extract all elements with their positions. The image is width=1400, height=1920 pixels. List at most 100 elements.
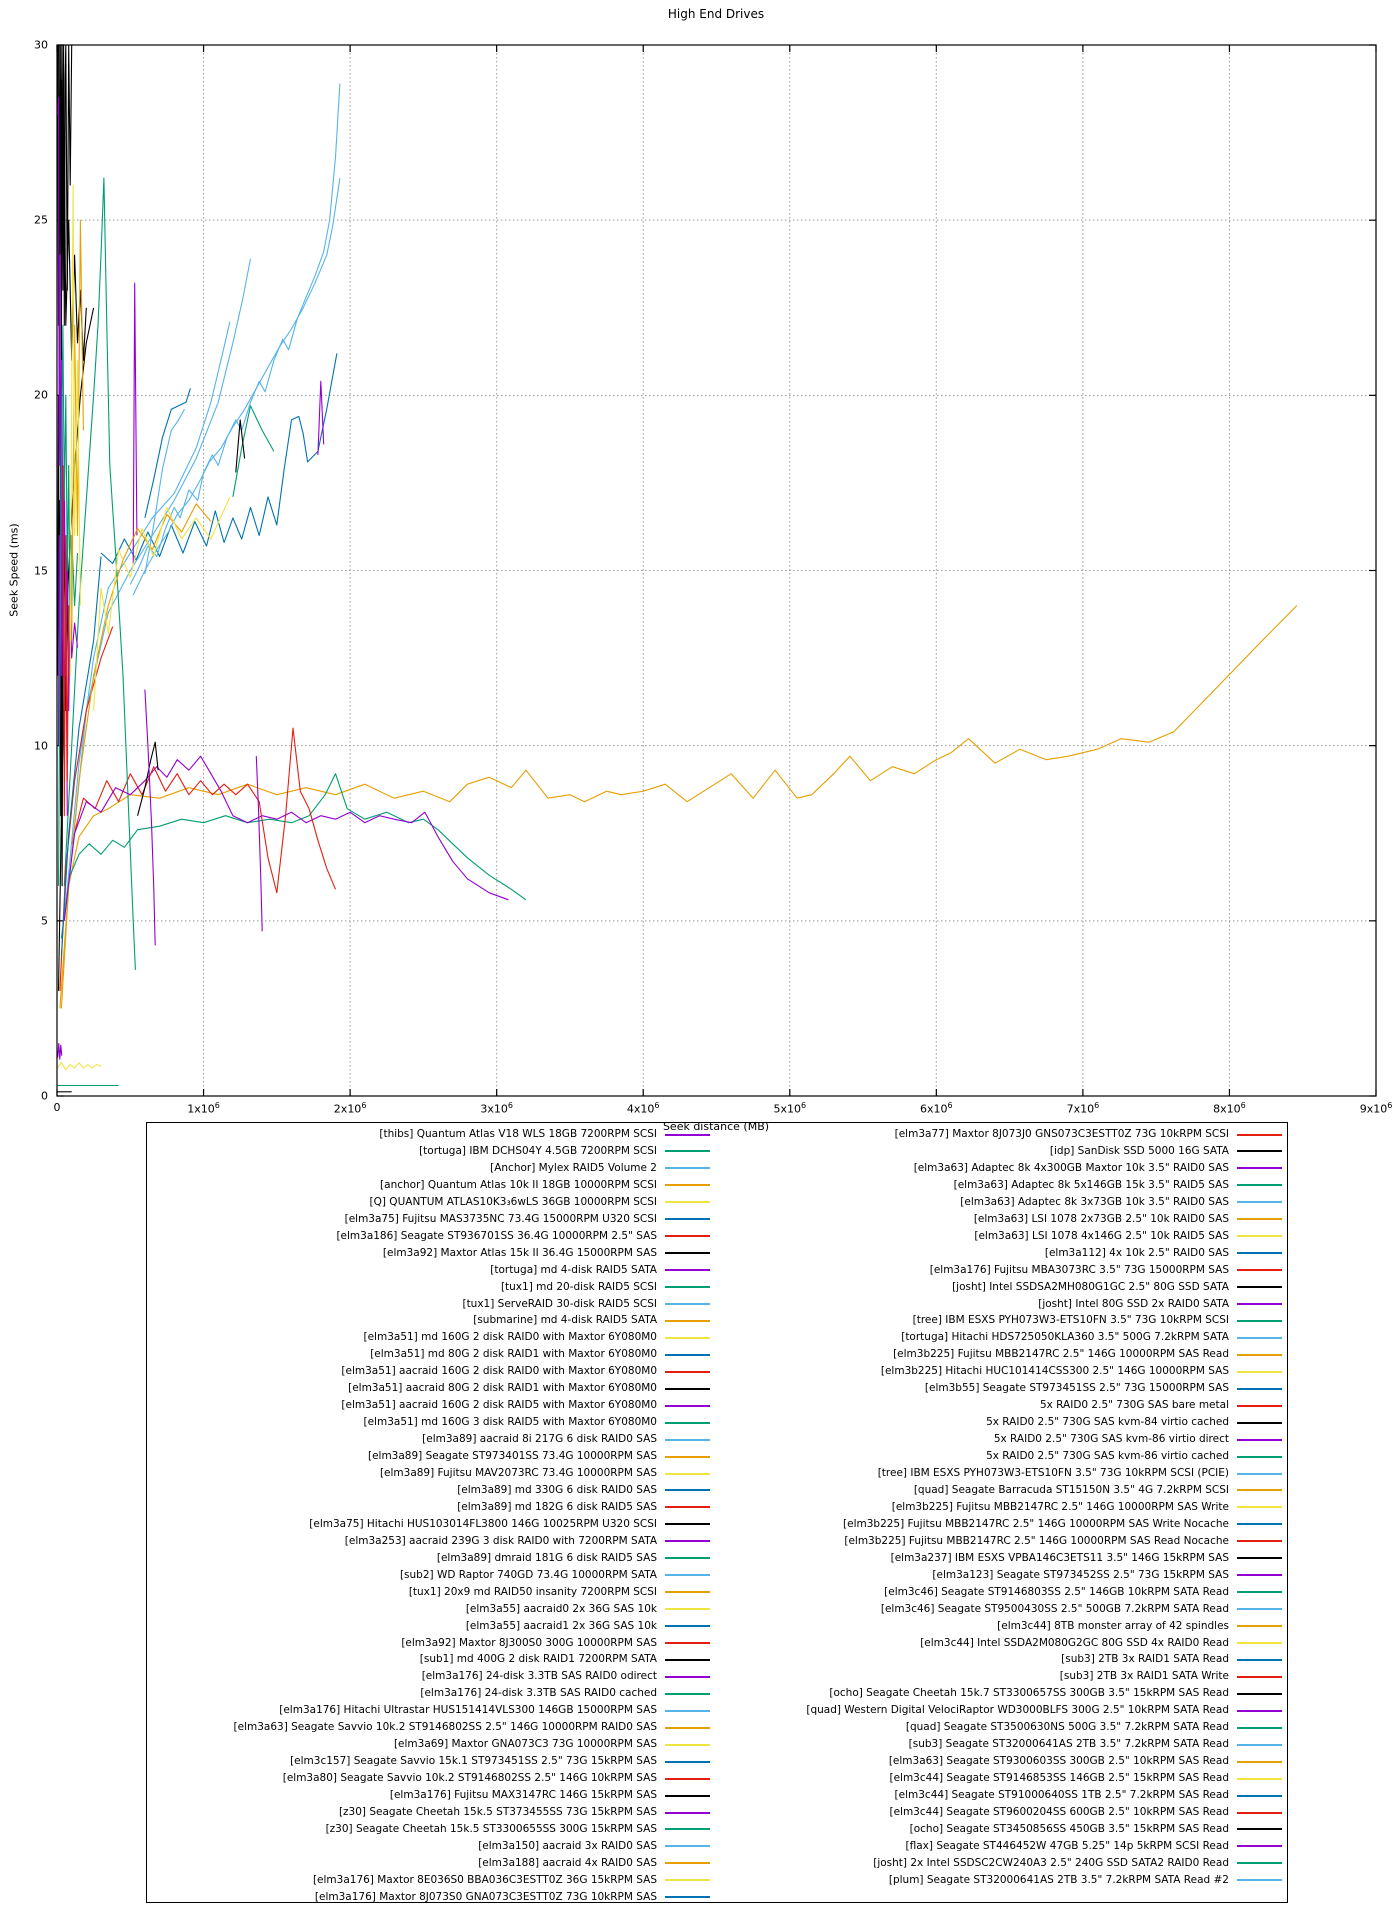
legend-label: [elm3a63] Adaptec 8k 5x146GB 15k 3.5" RA… xyxy=(953,1178,1229,1191)
legend-label: [tux1] 20x9 md RAID50 insanity 7200RPM S… xyxy=(408,1585,657,1598)
legend-line-sample xyxy=(665,1336,710,1339)
legend-entry: [elm3b225] Fujitsu MBB2147RC 2.5" 146G 1… xyxy=(710,1516,1282,1533)
legend-line-sample xyxy=(665,1370,710,1373)
legend-line-sample xyxy=(1237,1201,1282,1204)
series-yellow-spike xyxy=(69,184,81,676)
legend-entry: [elm3a89] Seagate ST973401SS 73.4G 10000… xyxy=(147,1448,710,1465)
legend: [thibs] Quantum Atlas V18 WLS 18GB 7200R… xyxy=(146,1122,1288,1903)
legend-label: [sub3] Seagate ST32000641AS 2TB 3.5" 7.2… xyxy=(908,1738,1229,1751)
legend-line-sample xyxy=(665,1353,710,1356)
series-green-mid-arc xyxy=(232,405,275,497)
legend-label: [elm3a51] md 160G 3 disk RAID5 with Maxt… xyxy=(363,1416,658,1429)
legend-line-sample xyxy=(1237,1726,1282,1729)
legend-entry: [anchor] Quantum Atlas 10k II 18GB 10000… xyxy=(147,1177,710,1194)
legend-line-sample xyxy=(665,1201,710,1204)
legend-label: [elm3a77] Maxtor 8J073J0 GNS073C3ESTT0Z … xyxy=(894,1128,1229,1140)
legend-row: [elm3a188] aacraid 4x RAID0 SAS [josht] 2… xyxy=(147,1855,1287,1872)
legend-entry: [elm3a176] Fujitsu MAX3147RC 146G 15kRPM… xyxy=(147,1787,710,1804)
legend-entry: [elm3a89] md 330G 6 disk RAID0 SAS xyxy=(147,1482,710,1499)
legend-row: [tux1] ServeRAID 30-disk RAID5 SCSI [josh… xyxy=(147,1296,1287,1313)
legend-row: [elm3a51] aacraid 160G 2 disk RAID5 with… xyxy=(147,1397,1287,1414)
legend-line-sample xyxy=(1237,1777,1282,1780)
gridlines xyxy=(57,45,1376,1096)
series-skyblue-riser-b xyxy=(132,178,341,596)
legend-entry: [elm3a63] Adaptec 8k 4x300GB Maxtor 10k … xyxy=(710,1160,1282,1177)
legend-line-sample xyxy=(1237,1252,1282,1255)
legend-label: [quad] Seagate ST3500630NS 500G 3.5" 7.2… xyxy=(905,1721,1229,1734)
legend-entry: [quad] Seagate Barracuda ST15150N 3.5" 4… xyxy=(710,1482,1282,1499)
legend-line-sample xyxy=(665,1777,710,1780)
legend-entry: [z30] Seagate Cheetah 15k.5 ST373455SS 7… xyxy=(147,1804,710,1821)
x-tick-label: 2x106 xyxy=(333,1101,367,1116)
legend-row: [elm3a63] Seagate Savvio 10k.2 ST9146802… xyxy=(147,1719,1287,1736)
series-purple-mid-rise xyxy=(63,780,146,921)
legend-entry: [elm3a89] md 182G 6 disk RAID5 SAS xyxy=(147,1499,710,1516)
legend-entry: [sub3] 2TB 3x RAID1 SATA Read xyxy=(710,1651,1282,1668)
legend-label: 5x RAID0 2.5" 730G SAS kvm-86 virtio dir… xyxy=(993,1433,1229,1446)
legend-entry: [idp] SanDisk SSD 5000 16G SATA xyxy=(710,1143,1282,1160)
legend-row: [elm3a80] Seagate Savvio 10k.2 ST9146802… xyxy=(147,1770,1287,1787)
legend-entry: [elm3a112] 4x 10k 2.5" RAID0 SAS xyxy=(710,1245,1282,1262)
legend-row: [elm3a89] dmraid 181G 6 disk RAID5 SAS [e… xyxy=(147,1550,1287,1567)
legend-line-sample xyxy=(1237,1455,1282,1458)
series-blue-rise xyxy=(60,556,102,956)
legend-entry: [elm3a176] Maxtor 8E036S0 BBA036C3ESTT0Z… xyxy=(147,1872,710,1889)
legend-line-sample xyxy=(665,1455,710,1458)
legend-row: [elm3a75] Fujitsu MAS3735NC 73.4G 15000R… xyxy=(147,1211,1287,1228)
legend-entry: [elm3a63] Adaptec 8k 5x146GB 15k 3.5" RA… xyxy=(710,1177,1282,1194)
legend-row: [z30] Seagate Cheetah 15k.5 ST3300655SS … xyxy=(147,1821,1287,1838)
series-red-main xyxy=(71,727,337,894)
legend-entry: [elm3a253] aacraid 239G 3 disk RAID0 wit… xyxy=(147,1533,710,1550)
legend-line-sample xyxy=(1237,1625,1282,1628)
y-tick-label: 0 xyxy=(41,1089,48,1103)
legend-line-sample xyxy=(1237,1421,1282,1424)
legend-entry: [tux1] ServeRAID 30-disk RAID5 SCSI xyxy=(147,1296,710,1313)
legend-label: [elm3a92] Maxtor Atlas 15k II 36.4G 1500… xyxy=(382,1246,657,1259)
legend-entry: [elm3a176] 24-disk 3.3TB SAS RAID0 cache… xyxy=(147,1685,710,1702)
legend-line-sample xyxy=(1237,1642,1282,1644)
legend-label: [ocho] Seagate Cheetah 15k.7 ST3300657SS… xyxy=(829,1687,1229,1700)
legend-line-sample xyxy=(1237,1523,1282,1526)
legend-line-sample xyxy=(1237,1540,1282,1543)
legend-line-sample xyxy=(665,1167,710,1170)
legend-entry: [tux1] 20x9 md RAID50 insanity 7200RPM S… xyxy=(147,1584,710,1601)
series-teal-long xyxy=(60,773,527,939)
legend-line-sample xyxy=(665,1862,710,1865)
legend-line-sample xyxy=(665,1811,710,1814)
legend-line-sample xyxy=(665,1896,710,1899)
legend-label: [elm3a89] md 182G 6 disk RAID5 SAS xyxy=(457,1500,657,1513)
legend-entry: [elm3a75] Fujitsu MAS3735NC 73.4G 15000R… xyxy=(147,1211,710,1228)
legend-line-sample xyxy=(1237,1743,1282,1746)
legend-row: [thibs] Quantum Atlas V18 WLS 18GB 7200R… xyxy=(147,1126,1287,1143)
series-yellow-low xyxy=(57,1062,102,1071)
legend-line-sample xyxy=(665,1658,710,1661)
y-tick-label: 5 xyxy=(41,914,48,928)
legend-label: [elm3a51] md 160G 2 disk RAID0 with Maxt… xyxy=(363,1331,658,1344)
legend-entry: [thibs] Quantum Atlas V18 WLS 18GB 7200R… xyxy=(147,1126,710,1143)
legend-line-sample xyxy=(665,1421,710,1424)
legend-line-sample xyxy=(665,1489,710,1492)
legend-label: [elm3a75] Fujitsu MAS3735NC 73.4G 15000R… xyxy=(344,1212,657,1225)
legend-entry: [elm3c44] Seagate ST9600204SS 600GB 2.5"… xyxy=(710,1804,1282,1821)
legend-label: [elm3a176] Maxtor 8J073S0 GNA073C3ESTT0Z… xyxy=(314,1890,657,1903)
legend-line-sample xyxy=(1237,1438,1282,1441)
legend-entry: [elm3a176] Maxtor 8J073S0 GNA073C3ESTT0Z… xyxy=(147,1889,710,1906)
legend-row: [elm3a51] aacraid 80G 2 disk RAID1 with … xyxy=(147,1380,1287,1397)
legend-line-sample xyxy=(1237,1608,1282,1611)
legend-line-sample xyxy=(1237,1303,1282,1305)
legend-entry: [sub2] WD Raptor 740GD 73.4G 10000RPM SA… xyxy=(147,1567,710,1584)
legend-label: [sub2] WD Raptor 740GD 73.4G 10000RPM SA… xyxy=(399,1568,657,1581)
legend-row: [elm3a69] Maxtor GNA073C3 73G 10000RPM S… xyxy=(147,1736,1287,1753)
legend-label: [elm3a51] aacraid 160G 2 disk RAID0 with… xyxy=(341,1365,657,1378)
legend-line-sample xyxy=(665,1709,710,1712)
legend-line-sample xyxy=(665,1319,710,1322)
legend-line-sample xyxy=(665,1506,710,1509)
legend-line-sample xyxy=(1237,1709,1282,1712)
legend-label: [elm3b225] Fujitsu MBB2147RC 2.5" 146G 1… xyxy=(893,1348,1229,1361)
series-cyan-short xyxy=(144,409,185,575)
legend-label: [elm3a176] Hitachi Ultrastar HUS151414VL… xyxy=(279,1704,657,1717)
legend-row: [elm3a89] Fujitsu MAV2073RC 73.4G 10000R… xyxy=(147,1465,1287,1482)
legend-label: [elm3a63] Adaptec 8k 4x300GB Maxtor 10k … xyxy=(913,1161,1229,1174)
series-cyan-riser-1 xyxy=(63,321,231,921)
legend-label: [tree] IBM ESXS PYH073W3-ETS10FN 3.5" 73… xyxy=(877,1467,1229,1479)
